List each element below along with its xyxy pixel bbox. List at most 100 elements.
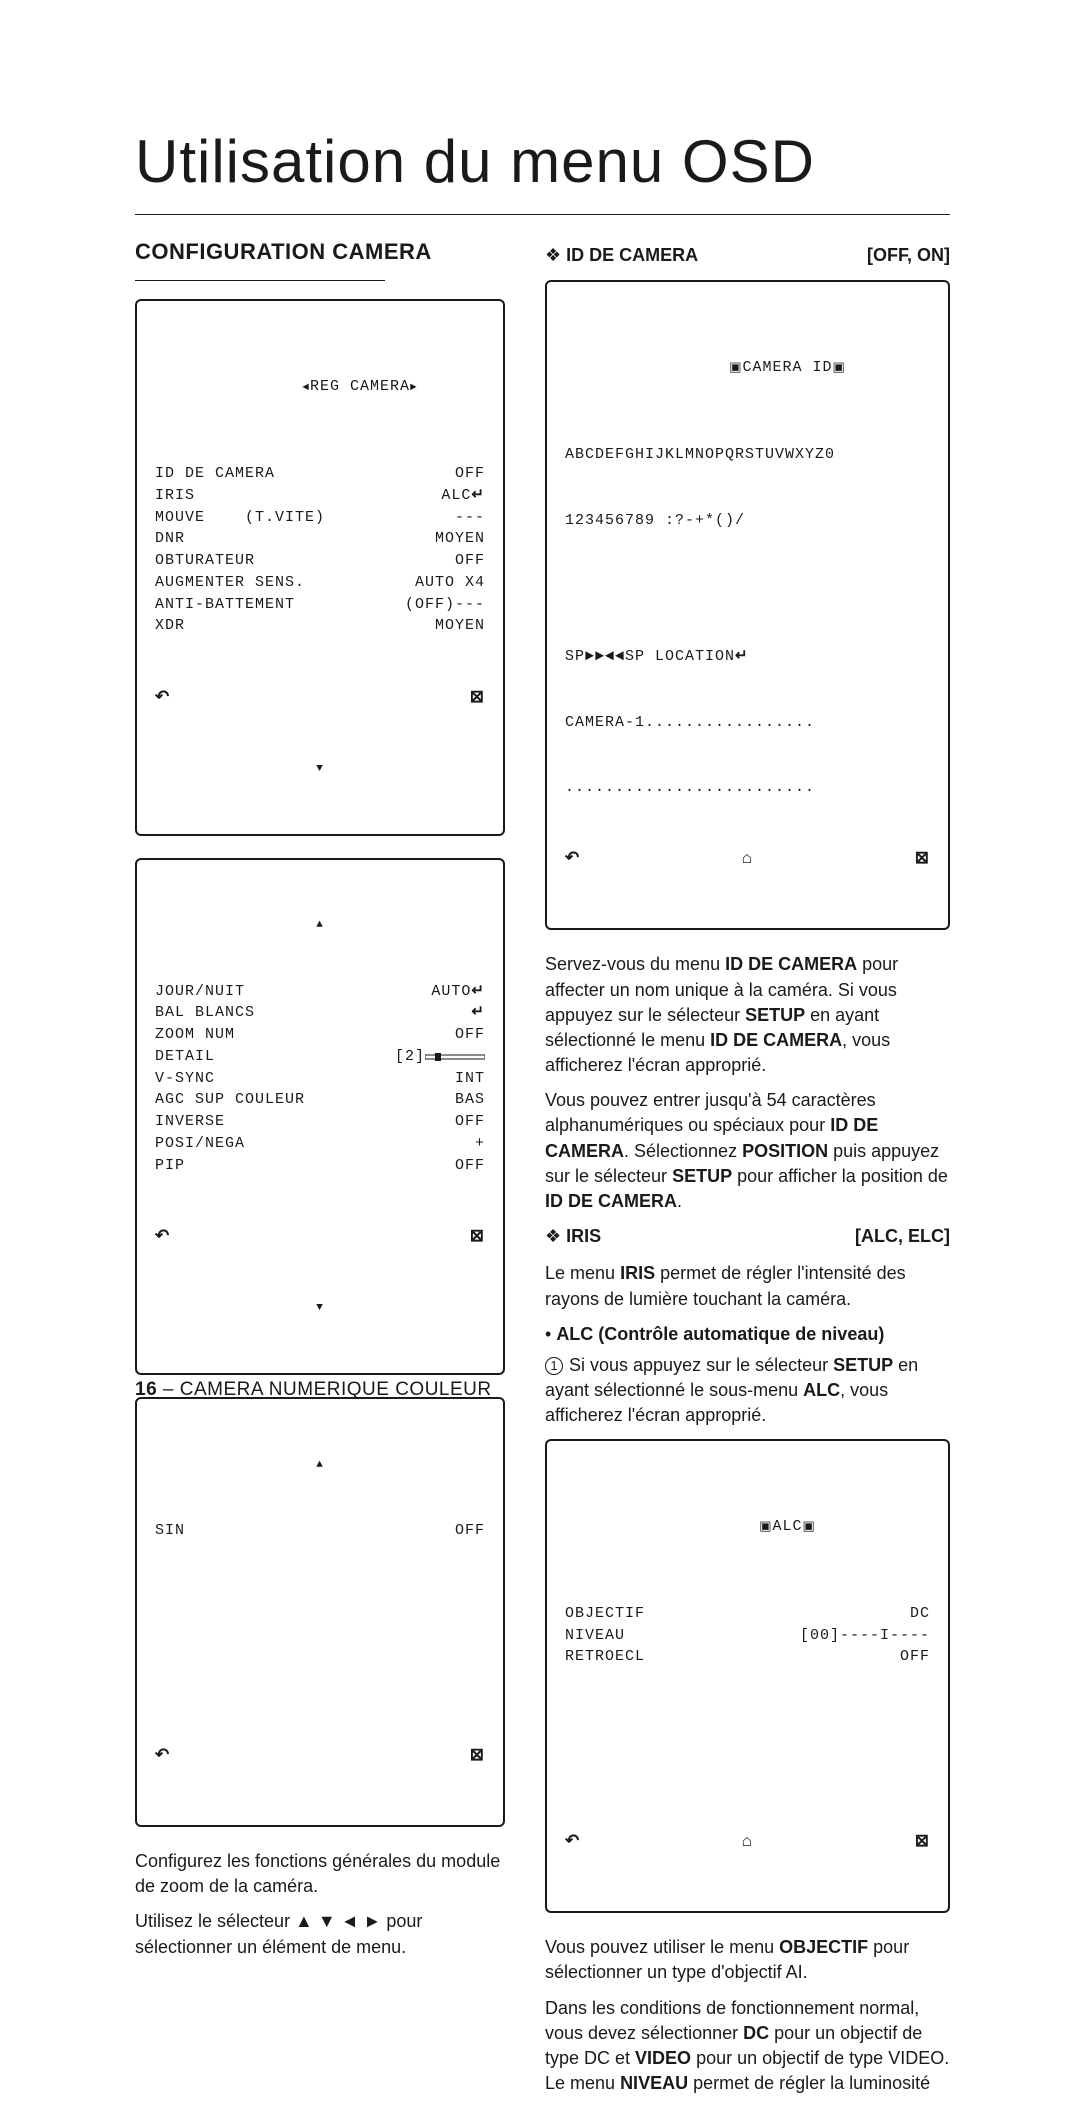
osd-row: INVERSEOFF <box>155 1111 485 1133</box>
close-icon <box>470 687 485 712</box>
osd-row: IRIS ALC <box>155 485 485 507</box>
circled-number-icon: 1 <box>545 1357 563 1375</box>
osd-row-value: OFF <box>455 1155 485 1177</box>
osd-reg-camera-rows: ID DE CAMERAOFFIRISALCMOUVE (T.VITE)---D… <box>155 463 485 637</box>
enter-icon <box>471 487 485 504</box>
osd-row: RETROECLOFF <box>565 1646 930 1668</box>
osd-row: PIP OFF <box>155 1155 485 1177</box>
osd-row-value: [00]----I---- <box>800 1625 930 1647</box>
osd-alpha-row: ABCDEFGHIJKLMNOPQRSTUVWXYZ0 <box>565 444 930 466</box>
osd-title: REG CAMERA <box>310 378 410 395</box>
osd-alc: ALC OBJECTIF DCNIVEAU[00]----I----RETROEC… <box>545 1439 950 1914</box>
osd-row: DNR MOYEN <box>155 528 485 550</box>
osd-row-value: ALC <box>441 485 485 507</box>
osd-num-row: 123456789 :?-+*()/ <box>565 510 930 532</box>
osd-camera-id: CAMERA ID ABCDEFGHIJKLMNOPQRSTUVWXYZ0 12… <box>545 280 950 930</box>
osd-dots-line: ......................... <box>565 777 930 799</box>
section-underline <box>135 280 385 281</box>
home-icon <box>742 1831 753 1856</box>
back-icon <box>565 1831 580 1856</box>
id-camera-options: [OFF, ON] <box>867 243 950 268</box>
osd-row-label: DNR <box>155 528 185 550</box>
osd-row: OBJECTIF DC <box>565 1603 930 1625</box>
close-icon <box>470 1745 485 1770</box>
osd-row-label: BAL BLANCS <box>155 1002 255 1024</box>
up-arrow-icon <box>316 1455 324 1472</box>
square-icon <box>803 1518 816 1535</box>
enter-icon <box>471 1004 485 1021</box>
osd-alc-rows: OBJECTIF DCNIVEAU[00]----I----RETROECLOFF <box>565 1603 930 1668</box>
osd-row-value <box>471 1002 485 1024</box>
osd-row-label: JOUR/NUIT <box>155 981 245 1003</box>
close-icon <box>915 1831 930 1856</box>
osd-row-label: POSI/NEGA <box>155 1133 245 1155</box>
osd-row-value: OFF <box>455 1520 485 1542</box>
osd-row-label: DETAIL <box>155 1046 215 1068</box>
osd-row-label: AUGMENTER SENS. <box>155 572 305 594</box>
osd-row: OBTURATEUROFF <box>155 550 485 572</box>
osd-row-label: IRIS <box>155 485 195 507</box>
osd-row-value: OFF <box>455 1024 485 1046</box>
osd-row-label: AGC SUP COULEUR <box>155 1089 305 1111</box>
title-separator <box>135 214 950 215</box>
osd-row: MOUVE (T.VITE) --- <box>155 507 485 529</box>
osd-row-value: OFF <box>900 1646 930 1668</box>
iris-sub-heading: ALC (Contrôle automatique de niveau) <box>545 1322 950 1347</box>
osd-row-label: V-SYNC <box>155 1068 215 1090</box>
iris-tail-2: Dans les conditions de fonctionnement no… <box>545 1996 950 2097</box>
osd-title: CAMERA ID <box>743 359 833 376</box>
footer-label: CAMERA NUMERIQUE COULEUR <box>180 1379 492 1400</box>
osd-row-label: OBJECTIF <box>565 1603 645 1625</box>
left-arrow-icon <box>302 378 310 395</box>
close-icon <box>915 848 930 873</box>
osd-row-label: SIN <box>155 1520 185 1542</box>
iris-tail-1: Vous pouvez utiliser le menu OBJECTIF po… <box>545 1935 950 1985</box>
osd-row-value: (OFF)--- <box>405 594 485 616</box>
osd-row-value: MOYEN <box>435 528 485 550</box>
down-arrow-icon <box>316 759 324 776</box>
osd-row: NIVEAU[00]----I---- <box>565 1625 930 1647</box>
iris-options: [ALC, ELC] <box>855 1224 950 1249</box>
osd-row-value: AUTO <box>431 981 485 1003</box>
up-arrow-icon <box>316 915 324 932</box>
osd-row-value: [2] <box>395 1046 485 1068</box>
osd-row: BAL BLANCS <box>155 1002 485 1024</box>
iris-heading: IRIS [ALC, ELC] <box>545 1224 950 1249</box>
osd-row: ANTI-BATTEMENT(OFF)--- <box>155 594 485 616</box>
osd-row-label: ZOOM NUM <box>155 1024 235 1046</box>
page-title: Utilisation du menu OSD <box>135 120 950 204</box>
right-arrow-icon <box>410 378 418 395</box>
iris-circled-1: 1Si vous appuyez sur le sélecteur SETUP … <box>545 1353 950 1429</box>
osd-row: AGC SUP COULEUR BAS <box>155 1089 485 1111</box>
left-para-2: Utilisez le sélecteur ▲ ▼ ◄ ► pour sélec… <box>135 1909 505 1959</box>
osd-row-label: OBTURATEUR <box>155 550 255 572</box>
osd-row-value: INT <box>455 1068 485 1090</box>
enter-icon <box>471 983 485 1000</box>
close-icon <box>470 1226 485 1251</box>
osd-row: ZOOM NUM OFF <box>155 1024 485 1046</box>
back-icon <box>155 687 170 712</box>
left-para-1: Configurez les fonctions générales du mo… <box>135 1849 505 1899</box>
iris-label: IRIS <box>545 1224 601 1249</box>
section-heading: CONFIGURATION CAMERA <box>135 237 505 268</box>
osd-row-value: BAS <box>455 1089 485 1111</box>
iris-para-1: Le menu IRIS permet de régler l'intensit… <box>545 1261 950 1311</box>
back-icon <box>155 1745 170 1770</box>
osd-settings2-rows: JOUR/NUIT AUTO BAL BLANCSZOOM NUM OFF DETAIL… <box>155 981 485 1177</box>
page-footer: 16 – CAMERA NUMERIQUE COULEUR <box>135 1377 492 1404</box>
osd-row: SIN OFF <box>155 1520 485 1542</box>
square-icon <box>833 359 846 376</box>
osd-sin: SIN OFF <box>135 1397 505 1827</box>
osd-title: ALC <box>773 1518 803 1535</box>
home-icon <box>742 848 753 873</box>
osd-row-label: ID DE CAMERA <box>155 463 275 485</box>
osd-row-value: DC <box>910 1603 930 1625</box>
osd-row: POSI/NEGA+ <box>155 1133 485 1155</box>
osd-row-value: --- <box>455 507 485 529</box>
osd-sp-line: SP►►◄◄SP LOCATION <box>565 648 735 665</box>
osd-row-label: MOUVE (T.VITE) <box>155 507 325 529</box>
osd-row: XDRMOYEN <box>155 615 485 637</box>
osd-row: AUGMENTER SENS.AUTO X4 <box>155 572 485 594</box>
id-camera-para-1: Servez-vous du menu ID DE CAMERA pour af… <box>545 952 950 1078</box>
osd-row-label: PIP <box>155 1155 185 1177</box>
